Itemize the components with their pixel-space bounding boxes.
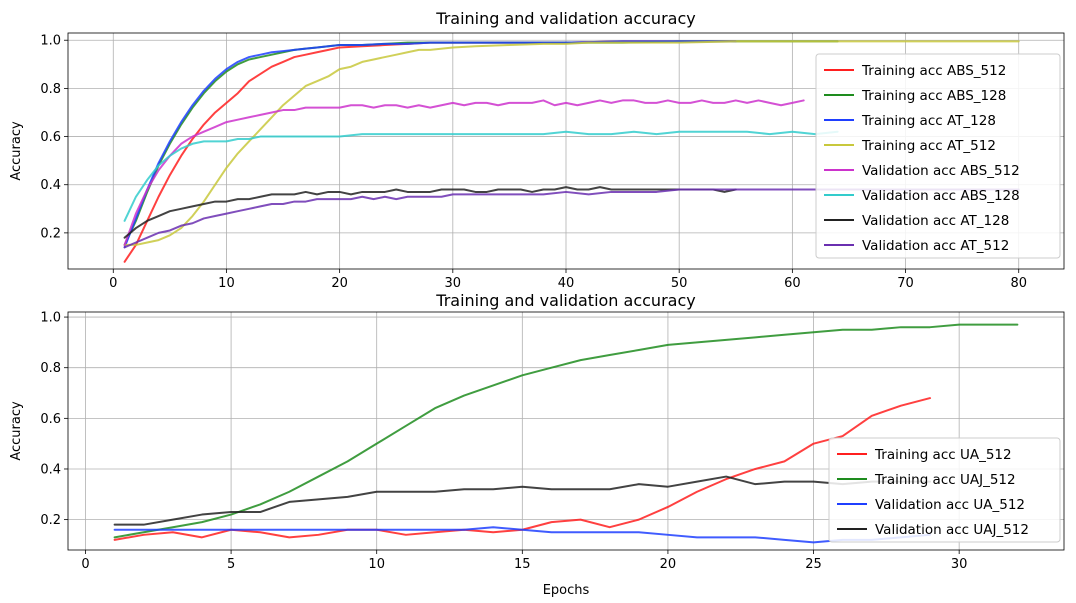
x-tick-label: 20	[331, 276, 348, 291]
legend-box	[815, 53, 1061, 259]
series-line-validation-acc-uaj-512	[113, 475, 932, 526]
x-tick-label: 0	[81, 557, 89, 572]
legend-entry-training-acc-abs-512: Training acc ABS_512	[861, 63, 1006, 79]
series-line-validation-acc-ua-512	[113, 526, 932, 544]
x-tick-label: 5	[227, 557, 235, 572]
x-tick-label: 20	[660, 557, 677, 572]
legend-entry-validation-acc-at-128: Validation acc AT_128	[862, 213, 1009, 229]
x-tick-label: 70	[897, 276, 914, 291]
axis-ticks: 0 10 20 30 40 50 60 70 80 0.2 0.4 0.6 0.8 1.0	[40, 34, 1027, 291]
legend-entry-validation-acc-at-512: Validation acc AT_512	[862, 238, 1009, 254]
series-line-validation-acc-abs-512	[123, 99, 805, 246]
chart-title: Training and validation accuracy	[435, 291, 695, 310]
y-tick-label: 0.2	[40, 226, 61, 241]
y-tick-label: 0.4	[40, 178, 61, 193]
x-tick-label: 30	[445, 276, 462, 291]
legend-entry-training-acc-abs-128: Training acc ABS_128	[861, 88, 1006, 104]
series-lines	[123, 40, 1020, 263]
series-line-training-acc-abs-512	[123, 40, 737, 263]
legend-entry-training-acc-at-128: Training acc AT_128	[861, 113, 996, 129]
axis-ticks: 0 5 10 15 20 25 30 0.2 0.4 0.6 0.8 1.0	[40, 311, 967, 572]
y-axis-label: Accuracy	[9, 401, 24, 461]
y-tick-label: 0.8	[40, 82, 61, 97]
legend-box	[828, 437, 1061, 543]
x-tick-label: 40	[558, 276, 575, 291]
bottom-accuracy-chart: 0 5 10 15 20 25 30 0.2 0.4 0.6 0.8 1.0 Training and …	[9, 291, 1065, 598]
legend-entry-training-acc-at-512: Training acc AT_512	[861, 138, 996, 154]
series-line-training-acc-uaj-512	[113, 323, 1019, 539]
x-axis-label: Epochs	[543, 583, 590, 598]
series-line-training-acc-at-128	[123, 40, 737, 249]
legend-entry-training-acc-uaj-512: Training acc UAJ_512	[874, 472, 1016, 488]
x-tick-label: 30	[951, 557, 968, 572]
series-line-validation-acc-at-512	[123, 188, 1020, 249]
y-tick-label: 0.4	[40, 462, 61, 477]
y-tick-label: 0.6	[40, 412, 61, 427]
legend-entry-validation-acc-uaj-512: Validation acc UAJ_512	[875, 522, 1029, 538]
x-tick-label: 15	[514, 557, 531, 572]
chart-title: Training and validation accuracy	[435, 9, 695, 28]
x-tick-label: 60	[784, 276, 801, 291]
legend-entry-validation-acc-abs-512: Validation acc ABS_512	[862, 163, 1020, 179]
y-axis-label: Accuracy	[9, 121, 24, 181]
y-tick-label: 0.8	[40, 361, 61, 376]
x-tick-label: 25	[805, 557, 822, 572]
legend-entry-training-acc-ua-512: Training acc UA_512	[874, 447, 1012, 463]
series-line-validation-acc-abs-128	[123, 130, 839, 222]
series-lines	[113, 323, 1019, 544]
y-tick-label: 0.6	[40, 130, 61, 145]
legend: Training acc ABS_512 Training acc ABS_128…	[815, 53, 1061, 259]
y-tick-label: 1.0	[40, 34, 61, 49]
top-accuracy-chart: 0 10 20 30 40 50 60 70 80 0.2 0.4 0.6 0.8 1.0 Training…	[9, 9, 1065, 291]
y-tick-label: 1.0	[40, 311, 61, 326]
x-tick-label: 50	[671, 276, 688, 291]
series-line-training-acc-abs-128	[123, 40, 839, 246]
x-tick-label: 10	[218, 276, 235, 291]
x-tick-label: 0	[109, 276, 117, 291]
legend-entry-validation-acc-abs-128: Validation acc ABS_128	[862, 188, 1020, 204]
legend: Training acc UA_512 Training acc UAJ_512 V…	[828, 437, 1061, 543]
x-tick-label: 80	[1010, 276, 1027, 291]
plot-frame	[67, 311, 1065, 551]
legend-entry-validation-acc-ua-512: Validation acc UA_512	[875, 497, 1025, 513]
series-line-validation-acc-at-128	[123, 186, 737, 239]
y-tick-label: 0.2	[40, 513, 61, 528]
x-tick-label: 10	[368, 557, 385, 572]
